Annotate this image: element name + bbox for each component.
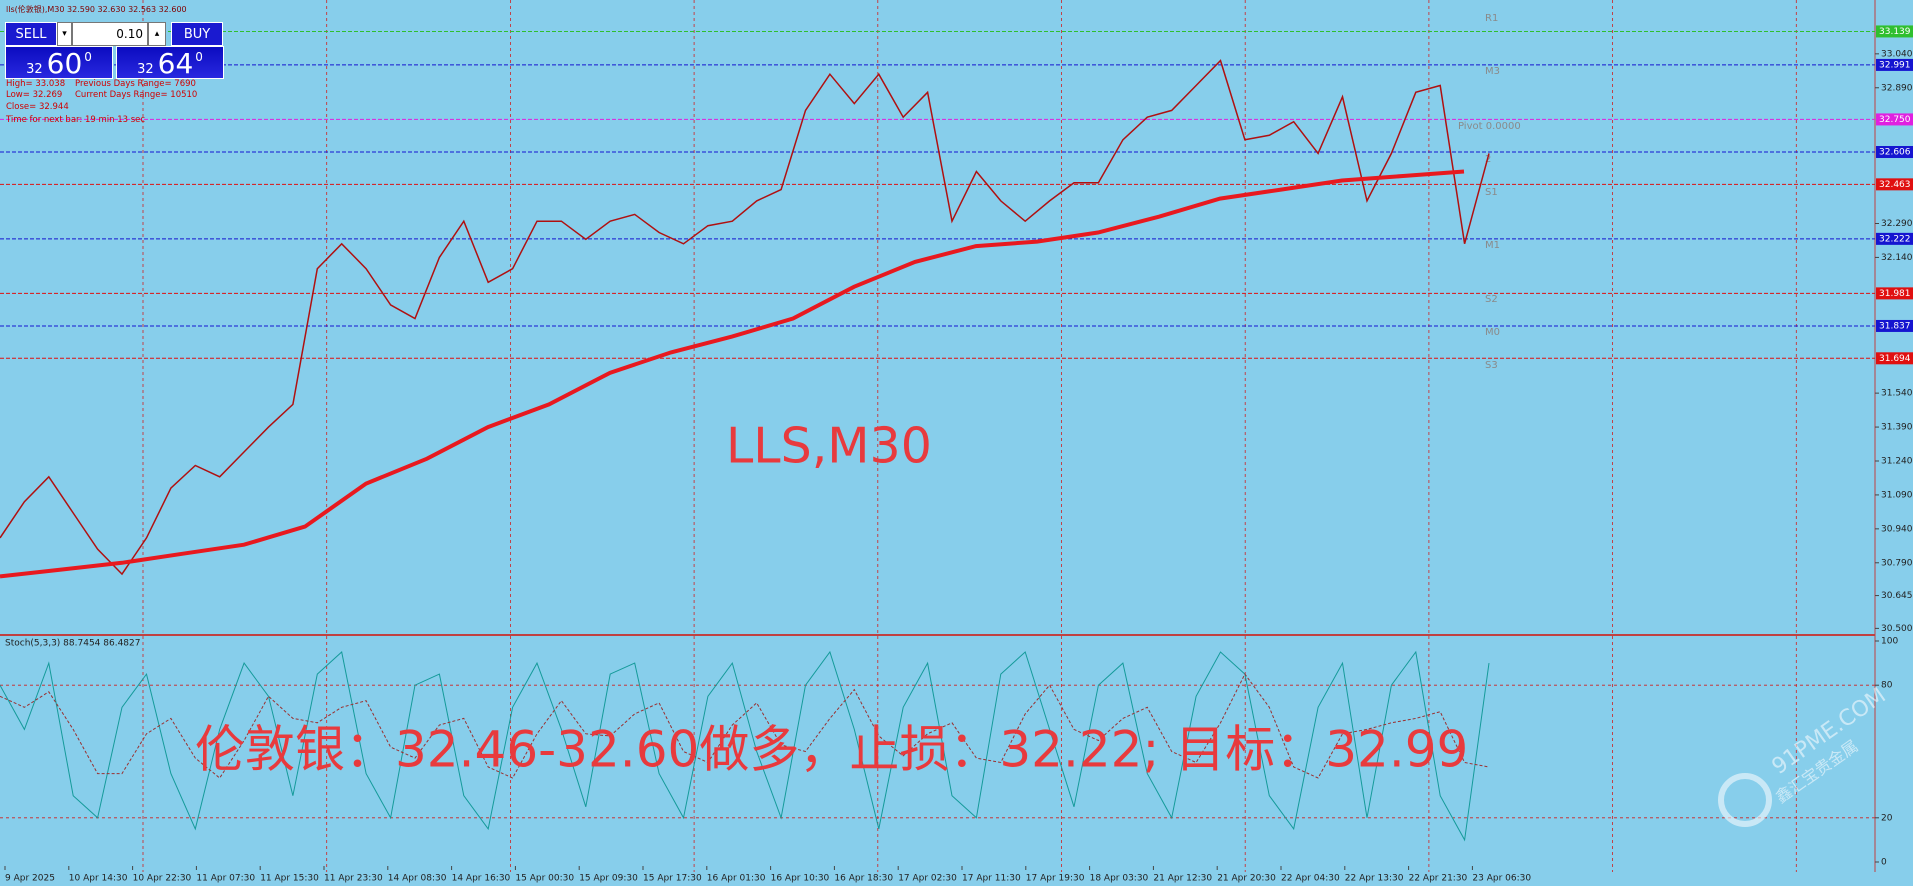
chart-title: LLS,M30: [726, 418, 932, 475]
x-tick-label: 22 Apr 21:30: [1409, 874, 1468, 884]
y-tick-label: 30.790: [1881, 558, 1913, 568]
pivot-label: M1: [1485, 240, 1500, 251]
x-tick-label: 9 Apr 2025: [5, 874, 55, 884]
info-prev-range: Previous Days Range= 7690: [75, 79, 196, 89]
level-label: 32.606: [1879, 148, 1911, 158]
lot-up[interactable]: ▴: [148, 22, 166, 46]
pivot-label: S1: [1485, 187, 1498, 198]
level-label-box: [1876, 113, 1913, 126]
x-tick-label: 16 Apr 18:30: [834, 874, 893, 884]
x-tick-label: 11 Apr 15:30: [260, 874, 319, 884]
y-tick-label: 20: [1881, 813, 1893, 823]
x-tick-label: 14 Apr 16:30: [452, 874, 511, 884]
x-tick-label: 22 Apr 04:30: [1281, 874, 1340, 884]
pivot-label: Pivot 0.0000: [1458, 121, 1521, 132]
level-label-box: [1876, 25, 1913, 38]
lot-input[interactable]: 0.10: [72, 22, 148, 46]
x-tick-label: 21 Apr 20:30: [1217, 874, 1276, 884]
level-label-box: [1876, 178, 1913, 191]
x-tick-label: 21 Apr 12:30: [1153, 874, 1212, 884]
y-tick-label: 31.090: [1881, 490, 1913, 500]
level-label: 32.991: [1879, 60, 1911, 70]
x-tick-label: 11 Apr 23:30: [324, 874, 383, 884]
x-tick-label: 17 Apr 11:30: [962, 874, 1021, 884]
ask-main: 64: [157, 47, 194, 80]
pivot-label: S2: [1485, 294, 1498, 305]
y-tick-label: 30.500: [1881, 624, 1913, 634]
level-label: 32.463: [1879, 180, 1911, 190]
x-tick-label: 16 Apr 10:30: [771, 874, 830, 884]
y-tick-label: 32.290: [1881, 219, 1913, 229]
x-tick-label: 22 Apr 13:30: [1345, 874, 1404, 884]
y-tick-label: 31.240: [1881, 456, 1913, 466]
info-high: High= 33.038: [6, 79, 66, 89]
y-tick-label: 33.040: [1881, 49, 1913, 59]
level-label-box: [1876, 352, 1913, 365]
info-low: Low= 32.269: [6, 90, 63, 100]
bid-big: 32: [26, 62, 43, 77]
level-label: 31.837: [1879, 321, 1911, 331]
x-tick-label: 17 Apr 02:30: [898, 874, 957, 884]
pivot-label: M0: [1485, 327, 1500, 338]
x-tick-label: 15 Apr 09:30: [579, 874, 638, 884]
x-tick-label: 11 Apr 07:30: [196, 874, 255, 884]
level-label-box: [1876, 287, 1913, 300]
header-title: lls(伦敦银),M30 32.590 32.630 32.563 32.600: [6, 5, 187, 14]
level-label: 32.750: [1879, 115, 1911, 125]
x-tick-label: 23 Apr 06:30: [1472, 874, 1531, 884]
level-label: 31.694: [1879, 354, 1911, 364]
level-label-box: [1876, 58, 1913, 71]
info-cur-range: Current Days Range= 10510: [75, 90, 198, 100]
sell-button[interactable]: SELL: [5, 22, 57, 46]
level-label-box: [1876, 319, 1913, 332]
y-tick-label: 0: [1881, 858, 1887, 868]
y-tick-label: 100: [1881, 637, 1898, 647]
x-tick-label: 17 Apr 19:30: [1026, 874, 1085, 884]
y-tick-label: 30.645: [1881, 591, 1913, 601]
x-tick-label: 15 Apr 17:30: [643, 874, 702, 884]
lot-down[interactable]: ▾: [57, 22, 72, 46]
annotation: 伦敦银：32.46-32.60做多，止损：32.22; 目标：32.99: [195, 721, 1468, 779]
level-label: 31.981: [1879, 289, 1911, 299]
level-label-box: [1876, 146, 1913, 159]
y-tick-label: 32.140: [1881, 253, 1913, 263]
level-label: 33.139: [1879, 27, 1911, 37]
x-tick-label: 16 Apr 01:30: [707, 874, 766, 884]
y-tick-label: 32.890: [1881, 83, 1913, 93]
price-line: [0, 169, 1465, 579]
trade-panel: SELL ▾ 0.10 ▴ BUY 32 60 0 32 64 0: [5, 22, 225, 80]
bid-price[interactable]: 32 60 0: [5, 46, 113, 80]
info-timer: Time for next bar: 19 min 13 sec: [6, 115, 146, 125]
ask-sup: 0: [195, 50, 203, 64]
pivot-label: M3: [1485, 66, 1500, 77]
y-tick-label: 31.540: [1881, 389, 1913, 399]
pivot-label: 2: [1485, 154, 1491, 165]
level-label: 32.222: [1879, 234, 1911, 244]
price-line: [0, 59, 1490, 576]
stoch-line: [0, 650, 1490, 842]
bid-main: 60: [46, 47, 83, 80]
pivot-label: S3: [1485, 360, 1498, 371]
y-tick-label: 30.940: [1881, 524, 1913, 534]
x-tick-label: 10 Apr 14:30: [69, 874, 128, 884]
x-tick-label: 18 Apr 03:30: [1090, 874, 1149, 884]
y-tick-label: 31.390: [1881, 423, 1913, 433]
watermark-logo: [1718, 773, 1772, 827]
buy-button[interactable]: BUY: [171, 22, 223, 46]
x-tick-label: 14 Apr 08:30: [388, 874, 447, 884]
info-close: Close= 32.944: [6, 102, 69, 112]
stoch-line: [0, 673, 1490, 779]
ask-big: 32: [137, 62, 154, 77]
y-tick-label: 80: [1881, 681, 1893, 691]
pivot-label: R1: [1485, 13, 1498, 24]
level-label-box: [1876, 232, 1913, 245]
ask-price[interactable]: 32 64 0: [116, 46, 224, 80]
stoch-title: Stoch(5,3,3) 88.7454 86.4827: [5, 639, 140, 649]
bid-sup: 0: [84, 50, 92, 64]
x-tick-label: 10 Apr 22:30: [133, 874, 192, 884]
x-tick-label: 15 Apr 00:30: [515, 874, 574, 884]
